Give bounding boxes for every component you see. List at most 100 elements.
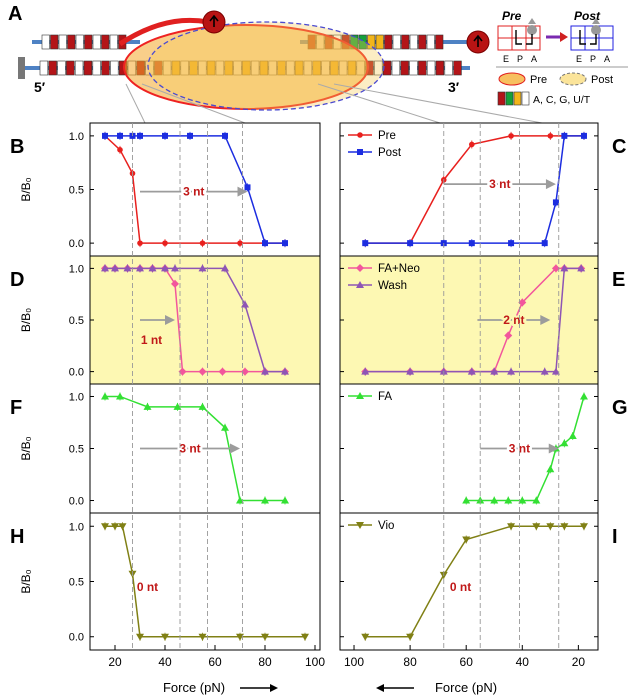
bottom-base: [426, 60, 436, 76]
data-point: [361, 633, 370, 641]
data-point: [406, 367, 415, 375]
data-point: [198, 367, 207, 376]
top-left-base: [67, 34, 76, 50]
data-point: [547, 133, 554, 139]
data-point: [407, 240, 414, 247]
data-point: [551, 264, 560, 273]
data-point: [281, 367, 289, 375]
panel-letter: H: [10, 526, 24, 548]
data-point: [171, 264, 179, 272]
bottom-base: [444, 60, 453, 76]
series-line: [105, 525, 305, 638]
data-point: [221, 264, 229, 272]
data-point: [532, 523, 541, 531]
data-point: [187, 132, 193, 139]
top-left-base: [41, 34, 50, 50]
panel-letter: E: [612, 269, 625, 291]
y-axis-label: B/B₀: [19, 308, 33, 332]
projection-line: [125, 83, 146, 124]
panel-letter: G: [612, 397, 628, 419]
x-tick-label: 40: [158, 655, 172, 669]
panel-letter: I: [612, 526, 618, 548]
trna-icon: [579, 30, 586, 45]
data-point: [117, 147, 123, 153]
top-right-base: [392, 34, 401, 50]
base-swatch: [521, 91, 530, 106]
data-point: [244, 184, 251, 191]
projection-line: [333, 83, 543, 124]
data-point: [508, 133, 514, 139]
data-point: [579, 523, 588, 531]
x-tick-label: 40: [516, 655, 530, 669]
data-point: [237, 240, 243, 246]
y-tick-label: 0.5: [69, 185, 84, 197]
bottom-base: [453, 60, 462, 76]
bottom-base: [39, 60, 49, 76]
plot-background: [90, 513, 320, 650]
data-point: [560, 439, 569, 447]
data-point: [508, 240, 515, 247]
bottom-base: [92, 60, 101, 76]
data-point: [462, 536, 471, 544]
data-point: [137, 132, 143, 139]
data-point: [118, 523, 127, 531]
top-left-base: [92, 34, 101, 50]
data-point: [568, 432, 577, 440]
site-label: P: [517, 54, 523, 64]
post-oval-swatch: [559, 72, 587, 86]
data-point: [101, 264, 109, 272]
data-point: [162, 240, 168, 246]
x-tick-label: 60: [208, 655, 222, 669]
up-arrow-icon: [473, 34, 483, 47]
bottom-base: [391, 60, 401, 76]
trna-icon: [526, 34, 533, 45]
top-left-base: [58, 34, 67, 50]
bottom-base: [418, 60, 427, 76]
trna-icon: [592, 18, 600, 24]
y-tick-label: 1.0: [69, 131, 84, 143]
data-point: [507, 523, 516, 531]
shift-arrow-head: [165, 315, 175, 325]
top-right-base: [401, 34, 410, 50]
data-point: [468, 240, 475, 247]
panel-letters: B C D E F G H I A: [8, 3, 628, 548]
data-point: [546, 523, 555, 531]
data-point: [161, 264, 169, 272]
trna-icon: [515, 30, 522, 45]
data-point: [356, 281, 364, 288]
top-right-base: [375, 34, 384, 50]
y-axis-label: B/B₀: [19, 436, 33, 460]
translocate-arrow-head: [560, 32, 568, 42]
x-tick-label: 60: [460, 655, 474, 669]
panel-g: 3 nt FA: [339, 383, 599, 514]
data-point: [560, 264, 569, 272]
legend-label: Vio: [378, 520, 394, 532]
bottom-base: [57, 60, 66, 76]
data-point: [361, 367, 370, 375]
plot-panels: 3 nt 0.0 0.5 1.0 B/B₀ 3 nt Pre Post 1 nt 0.0 0.5 1.…: [19, 122, 599, 651]
y-tick-label: 1.0: [69, 521, 84, 533]
y-tick-label: 0.0: [69, 238, 84, 250]
data-point: [504, 331, 513, 340]
data-point: [356, 392, 364, 399]
legend-label: FA: [378, 391, 392, 403]
data-point: [546, 465, 555, 473]
panel-letter: A: [8, 3, 22, 25]
data-point: [518, 496, 527, 504]
y-tick-label: 0.0: [69, 367, 84, 379]
data-point: [467, 367, 476, 375]
data-point: [123, 264, 132, 272]
panel-i: 0 nt Vio: [339, 512, 599, 651]
x-tick-label: 100: [344, 655, 364, 669]
top-right-base: [418, 34, 427, 50]
data-point: [490, 367, 499, 375]
data-point: [136, 264, 144, 272]
plot-background: [340, 384, 598, 513]
pre-title: Pre: [502, 9, 522, 23]
post-title: Post: [574, 9, 601, 23]
panel-a-schematic: 5′ 3′: [18, 10, 543, 124]
trna-icon: [528, 18, 536, 24]
base-swatch: [497, 91, 506, 106]
data-point: [281, 496, 289, 504]
data-point: [577, 264, 586, 272]
